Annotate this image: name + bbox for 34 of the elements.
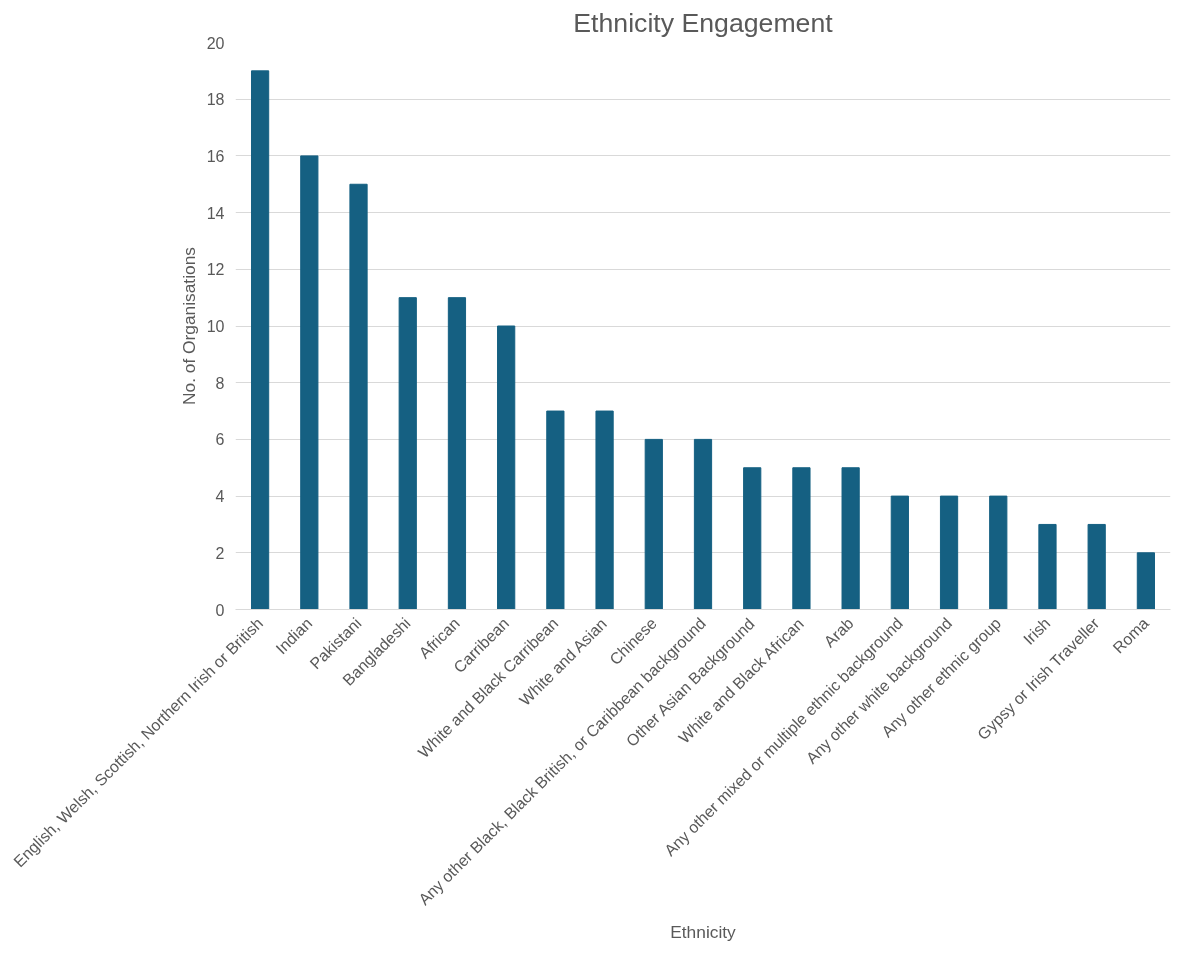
bar bbox=[398, 297, 417, 610]
y-axis-title: No. of Organisations bbox=[178, 246, 199, 405]
x-axis-title: Ethnicity bbox=[670, 922, 737, 943]
y-tick-label: 10 bbox=[206, 318, 225, 335]
bar bbox=[890, 495, 909, 610]
bar bbox=[939, 495, 959, 610]
chart-title: Ethnicity Engagement bbox=[573, 7, 834, 38]
y-tick-label: 18 bbox=[206, 91, 225, 109]
bar bbox=[743, 467, 762, 610]
bar bbox=[1087, 523, 1106, 610]
bar bbox=[447, 297, 467, 610]
y-tick-label: 20 bbox=[206, 34, 225, 52]
y-tick-label: 6 bbox=[215, 431, 225, 449]
x-tick-label: Irish bbox=[1020, 614, 1054, 648]
y-tick-label: 0 bbox=[215, 601, 225, 619]
bar bbox=[989, 495, 1008, 610]
y-tick-label: 14 bbox=[206, 204, 225, 222]
bar bbox=[1038, 523, 1057, 610]
y-tick-label: 2 bbox=[215, 544, 225, 562]
bar bbox=[250, 70, 270, 610]
y-tick-label: 8 bbox=[215, 374, 225, 392]
bar bbox=[792, 467, 811, 610]
bar bbox=[841, 467, 860, 610]
y-tick-label: 12 bbox=[206, 261, 225, 279]
bar bbox=[497, 325, 516, 610]
y-tick-label: 16 bbox=[206, 147, 225, 165]
bar bbox=[1136, 552, 1156, 610]
bar bbox=[644, 438, 663, 610]
bar bbox=[693, 438, 713, 610]
bar bbox=[300, 155, 319, 610]
y-tick-label: 4 bbox=[215, 488, 225, 506]
bar bbox=[349, 183, 368, 610]
bar bbox=[546, 410, 565, 610]
bar bbox=[595, 410, 614, 610]
